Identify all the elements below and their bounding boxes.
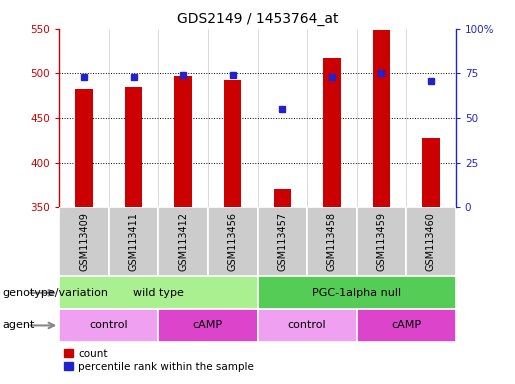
Bar [422,138,440,207]
Bar [208,207,258,276]
Text: PGC-1alpha null: PGC-1alpha null [312,288,401,298]
Text: GSM113458: GSM113458 [327,212,337,271]
Text: GSM113460: GSM113460 [426,212,436,271]
Text: control: control [288,320,327,331]
Bar [59,309,158,342]
Text: agent: agent [3,320,35,331]
Bar [59,207,109,276]
Text: wild type: wild type [133,288,184,298]
Bar [406,207,456,276]
Title: GDS2149 / 1453764_at: GDS2149 / 1453764_at [177,12,338,26]
Text: GSM113456: GSM113456 [228,212,238,271]
Text: genotype/variation: genotype/variation [3,288,109,298]
Bar [356,309,456,342]
Bar [158,207,208,276]
Bar [75,89,93,207]
Bar [158,309,258,342]
Bar [109,207,158,276]
Bar [258,276,456,309]
Text: GSM113459: GSM113459 [376,212,386,271]
Bar [258,207,307,276]
Bar [273,189,291,207]
Text: GSM113457: GSM113457 [277,212,287,271]
Text: control: control [90,320,128,331]
Bar [373,30,390,207]
Text: GSM113411: GSM113411 [129,212,139,271]
Bar [125,87,142,207]
Text: cAMP: cAMP [391,320,421,331]
Text: GSM113409: GSM113409 [79,212,89,271]
Bar [258,309,356,342]
Bar [224,80,242,207]
Bar [356,207,406,276]
Text: cAMP: cAMP [193,320,223,331]
Legend: count, percentile rank within the sample: count, percentile rank within the sample [64,349,254,372]
Bar [175,76,192,207]
Text: GSM113412: GSM113412 [178,212,188,271]
Bar [59,276,258,309]
Bar [323,58,340,207]
Bar [307,207,356,276]
